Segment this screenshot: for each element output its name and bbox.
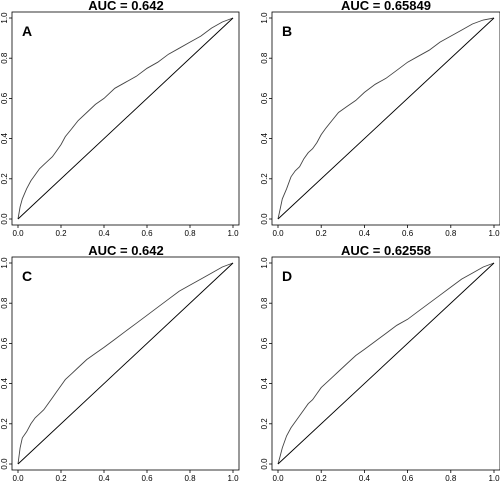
chance-diagonal-line bbox=[17, 17, 234, 220]
x-tick-label: 0.2 bbox=[55, 229, 67, 238]
chart-title: AUC = 0.62558 bbox=[341, 243, 431, 258]
y-tick-label: 0.2 bbox=[260, 173, 269, 185]
y-tick-label: 0.2 bbox=[0, 418, 9, 430]
roc-panel-a: AUC = 0.642 A 0.0 0.2 0.4 0.6 0.8 1.0 0.0 0.2 0.4 0… bbox=[0, 0, 240, 238]
x-tick-label: 0.4 bbox=[98, 474, 110, 483]
y-tick-label: 0.2 bbox=[0, 173, 9, 185]
y-tick-label: 0.6 bbox=[0, 92, 9, 104]
chance-diagonal-line bbox=[277, 262, 495, 465]
y-tick-label: 0.4 bbox=[0, 377, 9, 389]
chart-title: AUC = 0.65849 bbox=[341, 0, 431, 13]
plot-frame bbox=[271, 11, 500, 226]
x-tick-label: 0.6 bbox=[402, 229, 414, 238]
y-tick-label: 0.0 bbox=[260, 458, 269, 470]
y-tick-label: 1.0 bbox=[0, 257, 9, 269]
x-tick-label: 0.8 bbox=[445, 474, 457, 483]
x-tick-label: 0.4 bbox=[98, 229, 110, 238]
chart-title: AUC = 0.642 bbox=[88, 0, 164, 13]
x-tick-label: 0.8 bbox=[184, 474, 196, 483]
y-tick-label: 0.0 bbox=[0, 213, 9, 225]
x-tick-label: 0.8 bbox=[184, 229, 196, 238]
roc-panel-b: AUC = 0.65849 B 0.0 0.2 0.4 0.6 0.8 1.0 0.0 0.2 0.… bbox=[260, 0, 500, 238]
x-tick-label: 0.2 bbox=[316, 229, 328, 238]
y-tick-label: 0.8 bbox=[260, 297, 269, 309]
plot-frame bbox=[11, 256, 240, 471]
panel-label: A bbox=[22, 23, 32, 39]
x-tick-label: 1.0 bbox=[227, 474, 239, 483]
y-tick-label: 1.0 bbox=[260, 257, 269, 269]
x-tick-label: 0.0 bbox=[272, 474, 284, 483]
x-tick-label: 0.0 bbox=[12, 474, 24, 483]
y-tick-label: 0.4 bbox=[260, 377, 269, 389]
x-tick-label: 0.6 bbox=[141, 229, 153, 238]
x-tick-label: 1.0 bbox=[488, 474, 500, 483]
x-tick-label: 1.0 bbox=[227, 229, 239, 238]
y-tick-label: 0.6 bbox=[260, 92, 269, 104]
x-tick-label: 0.2 bbox=[316, 474, 328, 483]
y-tick-label: 0.0 bbox=[0, 458, 9, 470]
roc-curve bbox=[277, 262, 495, 465]
chance-diagonal-line bbox=[277, 17, 495, 220]
roc-curve bbox=[17, 17, 234, 220]
y-tick-label: 0.4 bbox=[260, 132, 269, 144]
y-tick-label: 1.0 bbox=[260, 12, 269, 24]
y-tick-label: 0.8 bbox=[260, 52, 269, 64]
roc-curve bbox=[17, 262, 234, 465]
panel-label: B bbox=[282, 23, 292, 39]
x-tick-label: 0.4 bbox=[359, 229, 371, 238]
y-tick-label: 0.6 bbox=[0, 337, 9, 349]
y-tick-label: 0.2 bbox=[260, 418, 269, 430]
plot-frame bbox=[11, 11, 240, 226]
plot-frame bbox=[271, 256, 500, 471]
x-tick-label: 1.0 bbox=[488, 229, 500, 238]
y-tick-label: 0.8 bbox=[0, 52, 9, 64]
x-tick-label: 0.6 bbox=[141, 474, 153, 483]
y-tick-label: 0.6 bbox=[260, 337, 269, 349]
y-tick-label: 0.4 bbox=[0, 132, 9, 144]
chart-title: AUC = 0.642 bbox=[88, 243, 164, 258]
x-tick-label: 0.0 bbox=[272, 229, 284, 238]
y-tick-label: 0.0 bbox=[260, 213, 269, 225]
roc-curve bbox=[277, 17, 495, 220]
y-tick-label: 1.0 bbox=[0, 12, 9, 24]
roc-panel-d: AUC = 0.62558 D 0.0 0.2 0.4 0.6 0.8 1.0 0.0 0.2 0.… bbox=[260, 243, 500, 483]
roc-panel-c: AUC = 0.642 C 0.0 0.2 0.4 0.6 0.8 1.0 0.0 0.2 0.4 0… bbox=[0, 243, 240, 483]
x-tick-label: 0.8 bbox=[445, 229, 457, 238]
panel-label: C bbox=[22, 268, 32, 284]
x-tick-label: 0.4 bbox=[359, 474, 371, 483]
x-tick-label: 0.2 bbox=[55, 474, 67, 483]
panel-label: D bbox=[282, 268, 292, 284]
x-tick-label: 0.6 bbox=[402, 474, 414, 483]
y-tick-label: 0.8 bbox=[0, 297, 9, 309]
chance-diagonal-line bbox=[17, 262, 234, 465]
x-tick-label: 0.0 bbox=[12, 229, 24, 238]
